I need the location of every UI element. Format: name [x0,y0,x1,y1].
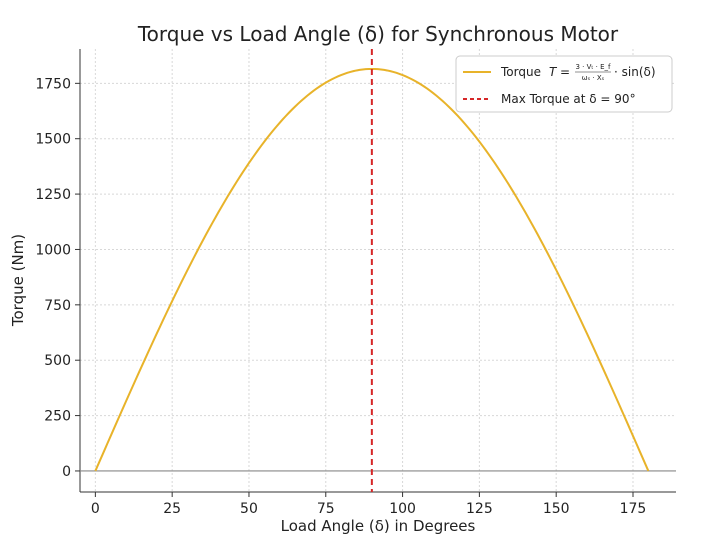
legend-torque-prefix: Torque [500,65,541,79]
x-tick-label: 100 [389,501,416,517]
x-axis-label: Load Angle (δ) in Degrees [281,517,476,535]
x-tick-label: 0 [91,501,100,517]
y-tick-label: 1000 [35,242,71,258]
svg-text:=: = [560,65,570,79]
legend-max-label: Max Torque at δ = 90° [501,92,636,106]
chart-title: Torque vs Load Angle (δ) for Synchronous… [137,22,619,46]
legend-formula-denominator: ωₛ · Xₛ [582,74,605,82]
torque-curve [94,67,650,472]
y-tick-label: 250 [44,409,71,425]
y-tick-label: 0 [62,464,71,480]
y-tick-label: 1750 [35,76,71,92]
y-tick-label: 500 [44,353,71,369]
x-tick-label: 125 [466,501,493,517]
legend-torque-symbol: T [549,65,558,79]
x-tick-label: 175 [620,501,647,517]
axes: 0 25 50 75 100 125 150 175025050075010001250150… [35,49,676,517]
x-tick-label: 75 [317,501,335,517]
y-tick-label: 1250 [35,187,71,203]
grid [80,49,676,492]
y-axis-label: Torque (Nm) [9,234,27,327]
series-layer [80,49,676,492]
x-tick-label: 150 [543,501,570,517]
legend-formula-numerator: 3 · Vₜ · E_f [575,63,611,71]
x-tick-label: 50 [240,501,258,517]
x-tick-label: 25 [163,501,181,517]
y-tick-label: 1500 [35,132,71,148]
y-tick-label: 750 [44,298,71,314]
legend: Torque T = 3 · Vₜ · E_f ωₛ · Xₛ · sin(δ)… [455,55,673,113]
legend-formula-suffix: · sin(δ) [614,65,656,79]
legend-box [455,55,673,113]
